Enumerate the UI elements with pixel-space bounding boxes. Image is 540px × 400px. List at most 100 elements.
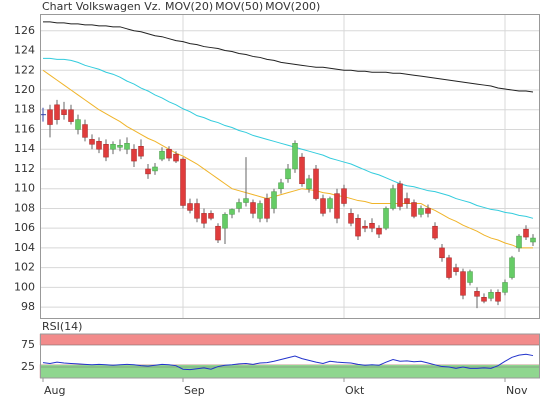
legend-entry: MOV(200) xyxy=(265,0,320,13)
candle-body xyxy=(313,168,319,199)
candle-body xyxy=(54,104,60,120)
candle-body xyxy=(222,214,228,229)
candle-body xyxy=(432,225,438,239)
candle-body xyxy=(467,271,473,283)
candle-body xyxy=(103,144,109,158)
legend-entry: MOV(50) xyxy=(215,0,263,13)
candle-body xyxy=(173,153,179,162)
candle-body xyxy=(96,141,102,150)
candle-body xyxy=(362,225,368,229)
candle-body xyxy=(250,202,256,214)
candle-body xyxy=(299,156,305,185)
candle-body xyxy=(530,237,536,243)
candle-body xyxy=(509,257,515,278)
candle-body xyxy=(159,150,165,160)
y-tick-label: 122 xyxy=(14,63,35,76)
rsi-band xyxy=(39,333,540,346)
candle-body xyxy=(75,119,81,130)
candle-body xyxy=(397,183,403,207)
candle-body xyxy=(47,109,53,125)
y-tick-label: 126 xyxy=(14,24,35,37)
x-tick-label: Sep xyxy=(184,384,205,397)
candle-body xyxy=(404,198,410,204)
x-tick-label: Okt xyxy=(345,384,365,397)
candle-body xyxy=(131,148,137,162)
candle-body xyxy=(89,139,95,145)
candle-body xyxy=(481,297,487,302)
candle-body xyxy=(348,213,354,224)
candle-body xyxy=(418,208,424,215)
candle-body xyxy=(166,148,172,159)
candle-body xyxy=(390,188,396,209)
rsi-tick-label: 25 xyxy=(21,360,35,373)
candle-body xyxy=(355,218,361,237)
y-tick-label: 120 xyxy=(14,83,35,96)
candle-body xyxy=(383,208,389,229)
x-tick-label: Aug xyxy=(44,384,65,397)
candle-body xyxy=(236,202,242,209)
candle-body xyxy=(306,178,312,189)
candle-body xyxy=(369,222,375,229)
candle-body xyxy=(243,198,249,203)
candle-body xyxy=(208,213,214,219)
candle-body xyxy=(68,109,74,122)
y-tick-label: 116 xyxy=(14,122,35,135)
candle-body xyxy=(460,271,466,296)
y-tick-label: 114 xyxy=(14,142,35,155)
candle-body xyxy=(257,203,263,219)
y-tick-label: 104 xyxy=(14,241,35,254)
candle-body xyxy=(376,227,382,235)
rsi-tick-label: 75 xyxy=(21,338,35,351)
candle-body xyxy=(152,166,158,172)
candle-body xyxy=(320,198,326,214)
x-tick-label: Nov xyxy=(506,384,528,397)
y-tick-label: 98 xyxy=(21,300,35,313)
y-tick-label: 118 xyxy=(14,103,35,116)
moving-average-line xyxy=(43,21,534,93)
candle-body xyxy=(411,202,417,217)
candle-body xyxy=(82,124,88,138)
candle-body xyxy=(180,158,186,206)
legend-entry: MOV(20) xyxy=(165,0,213,13)
candle-body xyxy=(264,198,270,219)
moving-average-line xyxy=(42,69,533,249)
candle-body xyxy=(194,203,200,219)
candle-body xyxy=(61,109,67,115)
candle-body xyxy=(453,267,459,272)
candle-body xyxy=(278,182,284,189)
y-tick-label: 112 xyxy=(14,162,35,175)
candle-body xyxy=(488,292,494,299)
candle-body xyxy=(495,292,501,302)
y-tick-label: 102 xyxy=(14,261,35,274)
candle-body xyxy=(271,191,277,209)
y-tick-label: 110 xyxy=(14,182,35,195)
candle-body xyxy=(285,168,291,180)
candle-body xyxy=(439,247,445,259)
candle-body xyxy=(523,228,529,238)
moving-average-line xyxy=(43,57,534,219)
candle-body xyxy=(187,203,193,211)
candle-body xyxy=(502,282,508,293)
candle-body xyxy=(201,213,207,224)
candle-body xyxy=(229,209,235,215)
y-tick-label: 106 xyxy=(14,221,35,234)
y-tick-label: 124 xyxy=(14,44,35,57)
rsi-line xyxy=(42,353,534,371)
candle-body xyxy=(110,144,116,150)
candle-body xyxy=(327,198,333,209)
candle-body xyxy=(215,225,221,241)
candle-body xyxy=(474,291,480,297)
candle-body xyxy=(145,168,151,175)
candle-body xyxy=(334,193,340,219)
candle-body xyxy=(341,188,347,204)
rsi-label: RSI(14) xyxy=(42,320,82,333)
plot-layer: 98 100 102 104 106 108 110 112 114 116 118 120 122 12… xyxy=(14,0,540,397)
candle-body xyxy=(138,146,144,157)
candle-body xyxy=(446,257,452,278)
y-tick-label: 100 xyxy=(14,280,35,293)
candle-body xyxy=(516,235,522,249)
candle-body xyxy=(425,208,431,214)
candle-body xyxy=(124,143,130,150)
y-tick-label: 108 xyxy=(14,201,35,214)
